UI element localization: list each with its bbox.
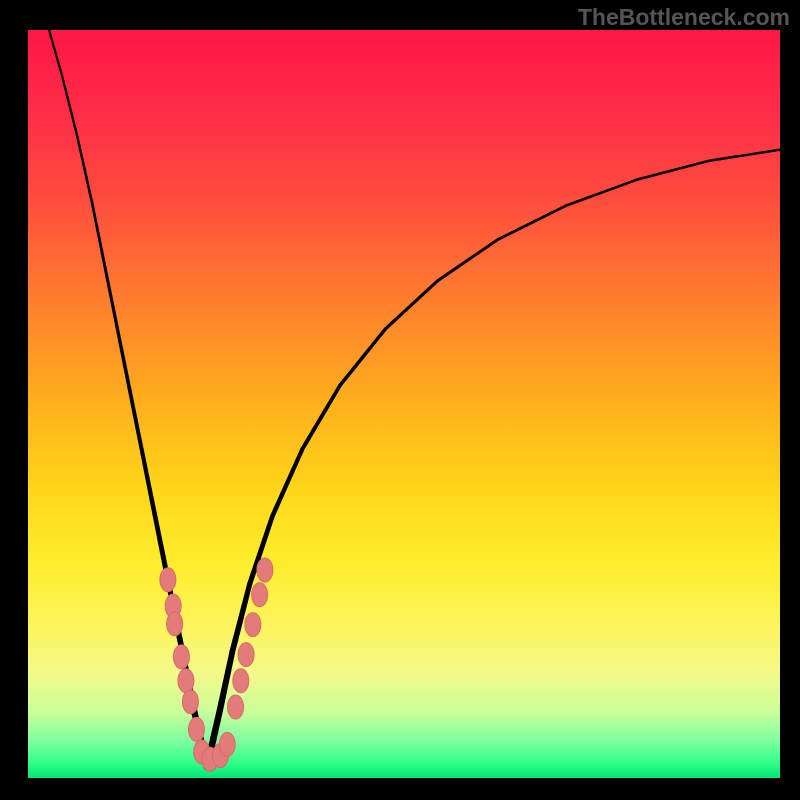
chart-container: TheBottleneck.com (0, 0, 800, 800)
bottleneck-chart (0, 0, 800, 800)
data-marker (182, 690, 198, 714)
data-marker (188, 717, 204, 741)
data-marker (173, 645, 189, 669)
chart-plot-background (28, 30, 780, 778)
data-marker (178, 669, 194, 693)
data-marker (238, 643, 254, 667)
data-marker (252, 583, 268, 607)
data-marker (257, 558, 273, 582)
data-marker (233, 669, 249, 693)
data-marker (167, 612, 183, 636)
data-marker (219, 732, 235, 756)
watermark-text: TheBottleneck.com (578, 4, 790, 31)
data-marker (245, 613, 261, 637)
data-marker (228, 695, 244, 719)
data-marker (160, 568, 176, 592)
